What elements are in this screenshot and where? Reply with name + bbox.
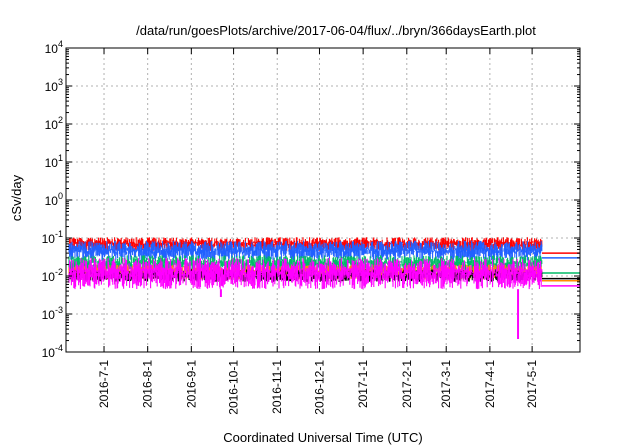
y-axis-label: cSv/day bbox=[9, 174, 24, 221]
x-tick-label: 2016-7-1 bbox=[97, 360, 111, 408]
y-tick-base: 10 bbox=[42, 308, 56, 322]
x-tick-label: 2017-3-1 bbox=[439, 360, 453, 408]
y-tick-base: 10 bbox=[45, 80, 59, 94]
x-axis-ticks: 2016-7-1 2016-8-1 2016-9-1 2016-10-1 2016-11… bbox=[97, 48, 539, 415]
y-tick-base: 10 bbox=[45, 118, 59, 132]
x-tick-label: 2016-10-1 bbox=[227, 360, 241, 415]
x-tick-label: 2017-2-1 bbox=[400, 360, 414, 408]
y-tick-exponent: 4 bbox=[58, 39, 63, 49]
y-tick-label: 104 bbox=[45, 39, 63, 56]
y-tick-exponent: 1 bbox=[58, 153, 63, 163]
series-band bbox=[68, 240, 580, 261]
x-tick-label: 2016-9-1 bbox=[184, 360, 198, 408]
y-tick-label: 10-3 bbox=[42, 305, 63, 322]
y-tick-exponent: -2 bbox=[55, 267, 63, 277]
y-tick-label: 103 bbox=[45, 77, 63, 94]
y-tick-label: 100 bbox=[45, 191, 63, 208]
y-tick-label: 101 bbox=[45, 153, 63, 170]
y-tick-exponent: -4 bbox=[55, 343, 63, 353]
x-tick-label: 2017-1-1 bbox=[356, 360, 370, 408]
y-tick-exponent: -3 bbox=[55, 305, 63, 315]
grid bbox=[66, 48, 580, 352]
x-tick-label: 2017-4-1 bbox=[483, 360, 497, 408]
y-tick-exponent: 3 bbox=[58, 77, 63, 87]
y-tick-label: 10-4 bbox=[42, 343, 63, 360]
y-tick-base: 10 bbox=[42, 232, 56, 246]
chart-title: /data/run/goesPlots/archive/2017-06-04/f… bbox=[136, 23, 536, 38]
series-trace bbox=[68, 240, 543, 261]
y-tick-exponent: 0 bbox=[58, 191, 63, 201]
x-tick-label: 2016-11-1 bbox=[270, 360, 284, 414]
y-tick-base: 10 bbox=[45, 156, 59, 170]
y-tick-exponent: -1 bbox=[55, 229, 63, 239]
x-tick-label: 2017-5-1 bbox=[525, 360, 539, 408]
x-tick-label: 2016-12-1 bbox=[312, 360, 326, 415]
y-tick-base: 10 bbox=[42, 270, 56, 284]
y-tick-base: 10 bbox=[42, 346, 56, 360]
series-layer bbox=[68, 237, 580, 339]
y-tick-exponent: 2 bbox=[58, 115, 63, 125]
y-tick-label: 10-1 bbox=[42, 229, 63, 246]
y-tick-label: 102 bbox=[45, 115, 63, 132]
x-axis-label: Coordinated Universal Time (UTC) bbox=[223, 430, 422, 445]
y-tick-base: 10 bbox=[45, 194, 59, 208]
x-tick-label: 2016-8-1 bbox=[141, 360, 155, 408]
y-tick-label: 10-2 bbox=[42, 267, 63, 284]
y-tick-base: 10 bbox=[45, 42, 59, 56]
